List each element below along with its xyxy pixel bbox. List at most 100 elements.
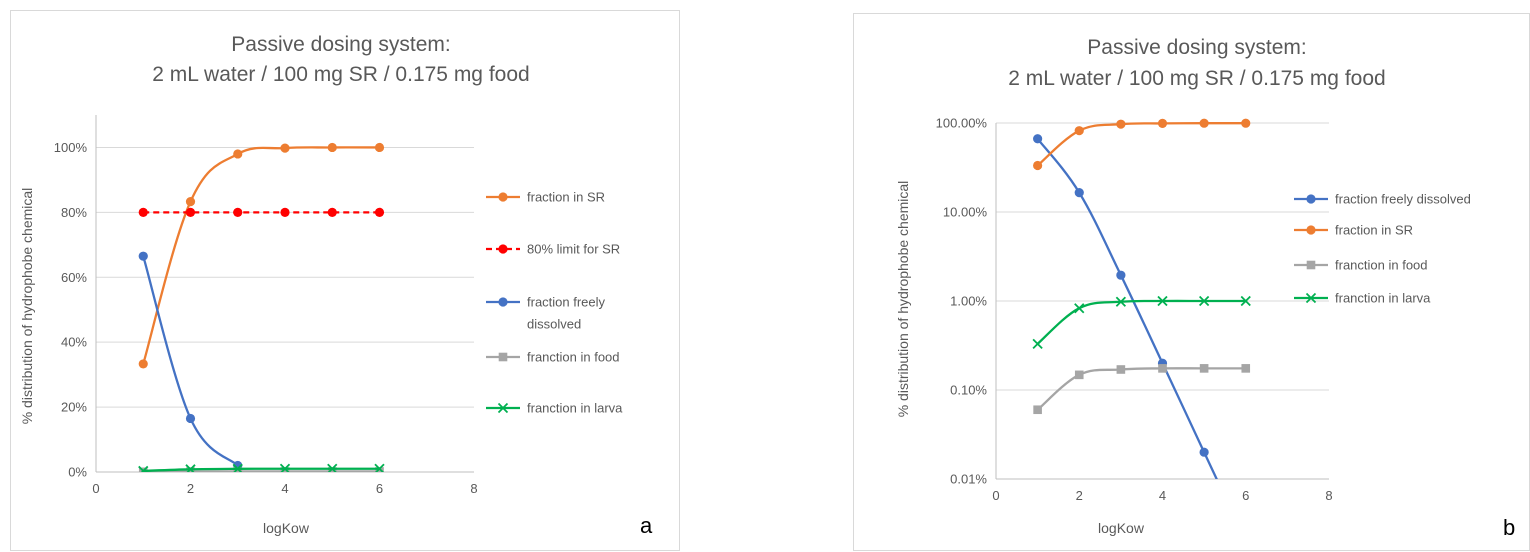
series-larva [139,464,384,475]
marker-1 [1075,304,1084,313]
legend: fraction freely dissolved fraction in SR f… [1294,192,1471,306]
y-tick-labels: 0.01% 0.10% 1.00% 10.00% 100.00% [936,116,988,487]
legend-item-larva: franction in larva [1294,291,1431,306]
y-tick-label: 0.01% [950,472,987,487]
marker-0 [139,359,148,368]
marker-legend [498,192,507,201]
marker-2 [1116,120,1125,129]
chart-panel-b: Passive dosing system: 2 mL water / 100 … [853,13,1530,551]
marker-legend [1306,194,1315,203]
marker-4 [328,143,337,152]
marker-1 [186,197,195,206]
legend-item-diss: fraction freely dissolved [486,295,606,332]
marker-2 [1116,271,1125,280]
x-tick-label: 6 [376,481,383,496]
y-tick-label: 100.00% [936,116,988,131]
y-tick-label: 20% [61,400,87,415]
marker-2 [1117,365,1126,374]
legend-label: fraction freely dissolved [1335,192,1471,207]
legend-item-sr: fraction in SR [486,190,605,205]
marker-0 [1033,405,1042,414]
legend-item-diss: fraction freely dissolved [1294,192,1471,207]
x-tick-label: 2 [187,481,194,496]
legend-item-limit: 80% limit for SR [486,242,620,257]
x-tick-label: 2 [1076,488,1083,503]
marker-4 [1200,119,1209,128]
series-line [143,147,379,364]
marker-legend [1306,225,1315,234]
marker-4 [328,208,337,217]
x-tick-label: 6 [1242,488,1249,503]
y-tick-label: 1.00% [950,294,987,309]
chart-b-svg: Passive dosing system: 2 mL water / 100 … [854,14,1530,552]
marker-5 [375,143,384,152]
legend: fraction in SR 80% limit for SR fraction f… [486,190,623,416]
marker-3 [280,208,289,217]
legend-label: dissolved [527,317,581,332]
marker-1 [1075,126,1084,135]
legend-item-food: franction in food [1294,258,1428,273]
series-diss [139,252,243,471]
marker-4 [1200,364,1209,373]
series-sr [1033,119,1250,171]
y-tick-labels: 0%20%40%60%80%100% [54,140,88,480]
chart-title-line1: Passive dosing system: [231,33,450,56]
gridlines [96,147,474,472]
series-line [1038,139,1246,541]
marker-4 [1200,448,1209,457]
series-diss [1033,134,1246,541]
series-food [1033,364,1250,414]
legend-label: franction in larva [1335,291,1431,306]
marker-legend [499,353,508,362]
y-tick-label: 0% [68,465,87,480]
series-sr [139,143,384,369]
legend-label: franction in food [1335,258,1428,273]
chart-title-line1: Passive dosing system: [1087,36,1306,59]
marker-0 [139,208,148,217]
marker-legend [1307,261,1316,270]
y-tick-label: 10.00% [943,205,988,220]
series-line [1038,368,1246,409]
chart-title-line2: 2 mL water / 100 mg SR / 0.175 mg food [152,63,529,86]
x-tick-label: 8 [1325,488,1332,503]
marker-5 [1241,364,1250,373]
series-line [1038,301,1246,344]
marker-3 [1158,364,1167,373]
series-line [1038,123,1246,165]
marker-5 [1241,119,1250,128]
chart-a-svg: Passive dosing system: 2 mL water / 100 … [11,11,681,552]
legend-label: fraction in SR [1335,223,1413,238]
y-tick-label: 100% [54,140,88,155]
x-tick-label: 0 [92,481,99,496]
marker-legend [498,244,507,253]
y-axis-label: % distribution of hydrophobe chemical [19,188,35,425]
x-tick-label: 0 [992,488,999,503]
chart-title-line2: 2 mL water / 100 mg SR / 0.175 mg food [1008,67,1385,90]
x-axis-label: logKow [263,520,310,536]
panel-label: a [640,513,653,538]
legend-label: fraction freely [527,295,606,310]
x-tick-label: 4 [281,481,288,496]
marker-1 [1075,371,1084,380]
marker-0 [139,252,148,261]
x-tick-labels: 0 2 4 6 8 [92,481,477,496]
marker-3 [1158,119,1167,128]
marker-0 [1033,339,1042,348]
legend-item-food: franction in food [486,350,620,365]
y-tick-label: 80% [61,205,87,220]
marker-3 [280,144,289,153]
marker-2 [233,149,242,158]
x-tick-label: 8 [470,481,477,496]
series-line [143,256,238,465]
marker-2 [233,208,242,217]
y-tick-label: 0.10% [950,383,987,398]
marker-0 [1033,134,1042,143]
marker-1 [186,208,195,217]
legend-label: fraction in SR [527,190,605,205]
legend-label: franction in larva [527,401,623,416]
y-axis-label: % distribution of hydrophobe chemical [895,181,911,418]
series-larva [1033,297,1250,349]
y-tick-label: 40% [61,335,87,350]
panel-label: b [1503,515,1515,540]
x-axis-label: logKow [1098,520,1145,536]
